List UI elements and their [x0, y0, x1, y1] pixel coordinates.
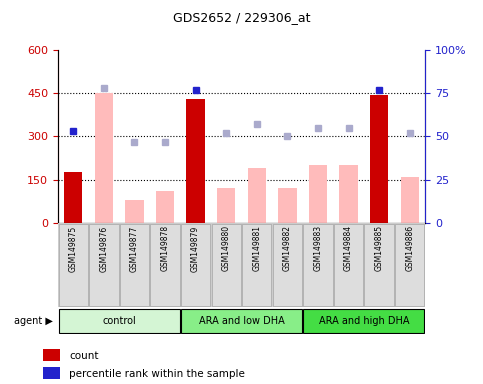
FancyBboxPatch shape	[212, 224, 241, 306]
FancyBboxPatch shape	[395, 224, 425, 306]
Text: ARA and high DHA: ARA and high DHA	[319, 316, 409, 326]
Bar	[95, 93, 113, 223]
Text: GSM149879: GSM149879	[191, 225, 200, 271]
Text: control: control	[102, 316, 136, 326]
FancyBboxPatch shape	[242, 224, 271, 306]
Text: GSM149883: GSM149883	[313, 225, 323, 271]
Bar	[64, 172, 83, 223]
Bar	[186, 99, 205, 223]
FancyBboxPatch shape	[120, 224, 149, 306]
Bar	[309, 165, 327, 223]
Bar	[217, 188, 235, 223]
FancyBboxPatch shape	[89, 224, 118, 306]
FancyBboxPatch shape	[303, 309, 425, 333]
Text: GSM149882: GSM149882	[283, 225, 292, 271]
Bar	[125, 200, 143, 223]
Bar	[43, 367, 60, 379]
Bar	[370, 94, 388, 223]
Text: count: count	[69, 351, 99, 361]
Text: GSM149881: GSM149881	[252, 225, 261, 271]
FancyBboxPatch shape	[365, 224, 394, 306]
Text: GDS2652 / 229306_at: GDS2652 / 229306_at	[173, 12, 310, 25]
Text: agent ▶: agent ▶	[14, 316, 53, 326]
Text: GSM149886: GSM149886	[405, 225, 414, 271]
Bar	[43, 349, 60, 361]
Text: GSM149875: GSM149875	[69, 225, 78, 271]
FancyBboxPatch shape	[273, 224, 302, 306]
FancyBboxPatch shape	[303, 224, 333, 306]
Bar	[340, 165, 358, 223]
Text: GSM149880: GSM149880	[222, 225, 231, 271]
Text: ARA and low DHA: ARA and low DHA	[199, 316, 284, 326]
Bar	[400, 177, 419, 223]
Bar	[278, 188, 297, 223]
FancyBboxPatch shape	[181, 309, 302, 333]
Text: GSM149876: GSM149876	[99, 225, 108, 271]
Bar	[156, 191, 174, 223]
FancyBboxPatch shape	[58, 309, 180, 333]
Text: GSM149885: GSM149885	[375, 225, 384, 271]
FancyBboxPatch shape	[181, 224, 210, 306]
Text: GSM149877: GSM149877	[130, 225, 139, 271]
FancyBboxPatch shape	[58, 224, 88, 306]
FancyBboxPatch shape	[334, 224, 363, 306]
Text: GSM149884: GSM149884	[344, 225, 353, 271]
Text: GSM149878: GSM149878	[160, 225, 170, 271]
Text: percentile rank within the sample: percentile rank within the sample	[69, 369, 245, 379]
FancyBboxPatch shape	[150, 224, 180, 306]
Bar	[248, 168, 266, 223]
